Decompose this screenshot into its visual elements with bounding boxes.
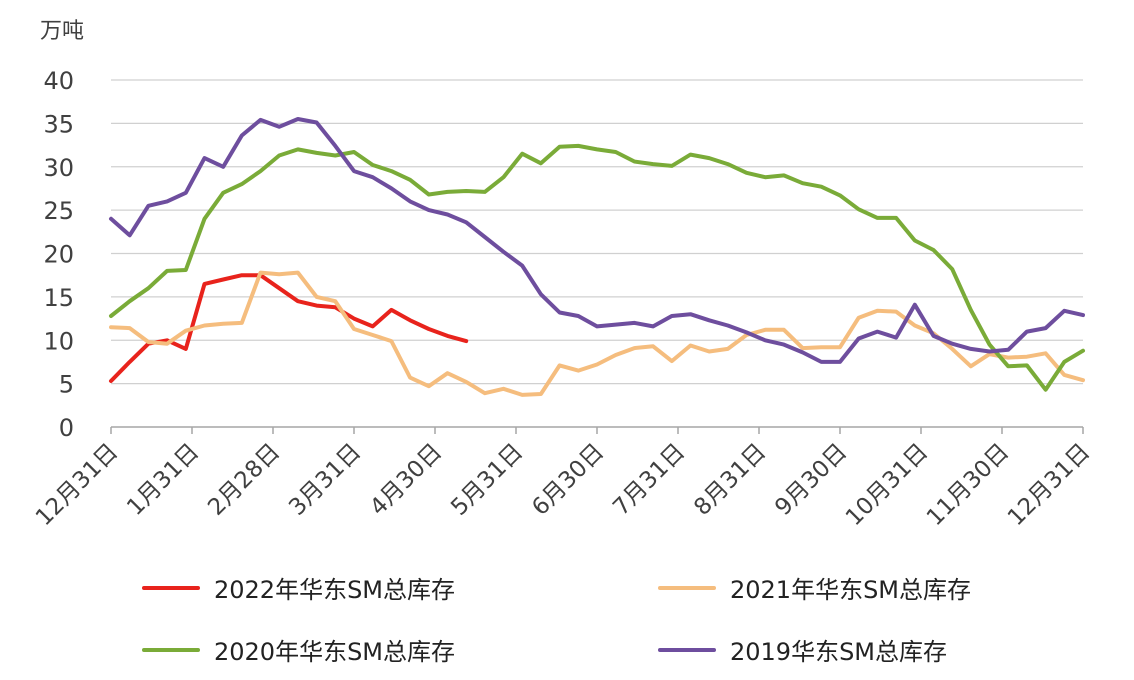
x-tick-label: 9月30日	[770, 439, 852, 521]
y-tick-label: 20	[43, 241, 74, 269]
y-tick-label: 10	[43, 327, 74, 355]
y-tick-label: 40	[43, 67, 74, 95]
y-tick-label: 0	[59, 414, 74, 442]
series-line-2	[109, 143, 1085, 392]
series-line-3	[109, 117, 1085, 364]
series-line-1	[109, 270, 1085, 397]
x-tick-label: 12月31日	[1003, 439, 1095, 531]
y-tick-label: 5	[59, 371, 74, 399]
x-tick-label: 10月31日	[841, 439, 933, 531]
x-tick-label: 11月30日	[922, 439, 1014, 531]
y-axis-unit-label: 万吨	[40, 19, 84, 44]
x-tick-label: 3月31日	[284, 439, 366, 521]
series-lines	[109, 117, 1085, 397]
x-axis: 12月31日 1月31日 2月28日 3月31日 4月30日 5月31日 6月30日 7月31…	[31, 426, 1095, 531]
x-tick-label: 8月31日	[689, 439, 771, 521]
y-axis-ticks: 0 5 10 15 20 25 30 35 40	[43, 67, 74, 442]
x-tick-label: 5月31日	[446, 439, 528, 521]
y-tick-label: 25	[43, 197, 74, 225]
x-tick-label: 12月31日	[31, 439, 123, 531]
y-tick-label: 15	[43, 284, 74, 312]
x-tick-label: 4月30日	[365, 439, 447, 521]
y-tick-label: 35	[43, 110, 74, 138]
x-tick-label: 1月31日	[122, 439, 204, 521]
y-tick-label: 30	[43, 154, 74, 182]
x-tick-label: 6月30日	[527, 439, 609, 521]
x-tick-label: 7月31日	[608, 439, 690, 521]
x-tick-label: 2月28日	[203, 439, 285, 521]
series-line-0	[109, 273, 469, 383]
